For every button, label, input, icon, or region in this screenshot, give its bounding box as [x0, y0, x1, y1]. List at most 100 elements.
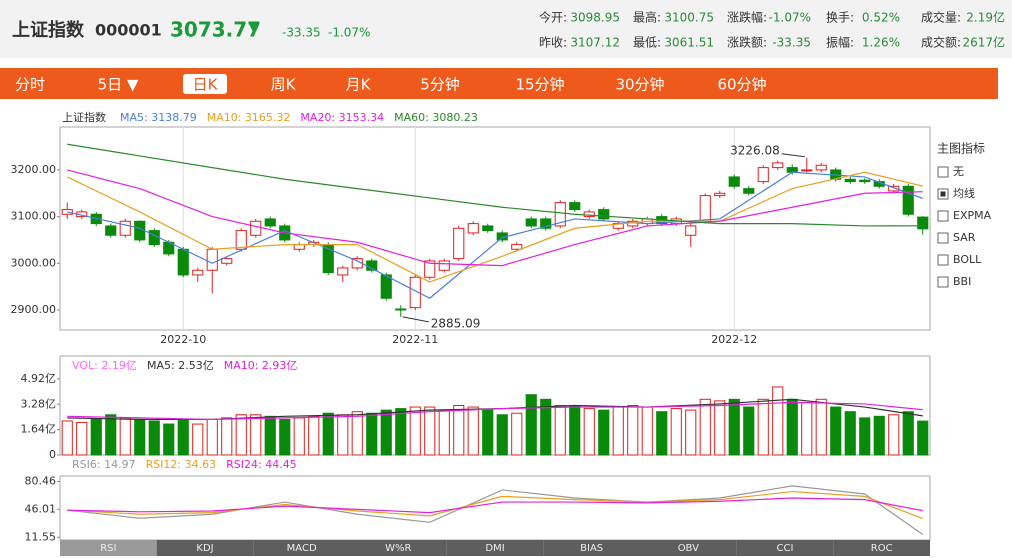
indicator-option[interactable]: BOLL	[953, 253, 982, 266]
stat-label: 成交量:	[921, 10, 961, 25]
ma-line	[67, 485, 924, 535]
legend-entry: MA10: 2.93亿	[224, 359, 298, 372]
indicator-option[interactable]: 均线	[953, 186, 975, 200]
stat-value: -1.07%	[769, 11, 811, 25]
candle-body	[424, 260, 436, 278]
bottom-tab-bg[interactable]	[446, 540, 544, 556]
candle-body	[467, 223, 479, 234]
volume-bar	[743, 406, 755, 456]
checkbox[interactable]	[937, 232, 949, 244]
indicator-option[interactable]: SAR	[953, 231, 976, 244]
volume-bar	[76, 422, 88, 456]
volume-bar	[409, 406, 421, 456]
ma-line	[67, 171, 923, 299]
tab[interactable]: 15分钟	[515, 76, 564, 94]
candle-body	[583, 211, 595, 218]
volume-bar	[279, 418, 291, 456]
legend-title: 上证指数	[62, 110, 106, 124]
rsi-panel	[59, 475, 931, 541]
tab[interactable]: 5日 ▼	[98, 76, 139, 94]
candle-body	[598, 209, 610, 220]
stat-label: 最低:	[633, 36, 661, 50]
volume-bar	[177, 418, 189, 456]
volume-bar	[757, 398, 769, 456]
tab[interactable]: 月K	[346, 76, 372, 94]
candle-body	[699, 195, 711, 222]
candle-body	[743, 188, 755, 194]
stat-value: 3061.51	[664, 36, 714, 50]
bottom-tab[interactable]: OBV	[678, 543, 699, 554]
legend-entry: RSI24: 44.45	[226, 458, 297, 471]
bottom-tab[interactable]: MACD	[287, 543, 317, 554]
stat-value: 3098.95	[570, 11, 620, 25]
indicator-title: 主图指标	[937, 141, 985, 156]
tab-active-bg	[183, 74, 227, 94]
y-tick-label: 3.28亿	[21, 397, 57, 410]
bottom-tab[interactable]: RSI	[100, 543, 116, 554]
volume-bar	[395, 408, 407, 456]
bottom-tab[interactable]: DMI	[485, 543, 504, 554]
indicator-option[interactable]: EXPMA	[953, 209, 992, 222]
volume-bar	[569, 405, 581, 456]
y-tick-label: 3000.00	[11, 256, 57, 269]
bottom-tab[interactable]: KDJ	[196, 543, 213, 554]
checkbox[interactable]	[937, 166, 949, 178]
bottom-tab-bg[interactable]	[736, 540, 834, 556]
bottom-tab-bg[interactable]	[543, 540, 640, 556]
candle-body	[482, 225, 494, 232]
volume-bar	[859, 417, 871, 456]
candle-body	[380, 274, 392, 299]
legend-title: VOL: 2.19亿	[72, 359, 137, 372]
checkbox[interactable]	[937, 254, 949, 266]
bottom-tab-bg[interactable]	[156, 540, 254, 556]
checkbox[interactable]	[937, 210, 949, 222]
annotation: 2885.09	[431, 316, 481, 330]
ma-line	[66, 171, 923, 283]
indicator-option[interactable]: 无	[953, 165, 964, 178]
volume-bar	[627, 405, 639, 456]
volume-bar	[105, 414, 117, 456]
tab-bar	[0, 68, 998, 99]
y-tick-label: 46.01	[25, 502, 57, 515]
volume-bar	[772, 386, 784, 456]
candle-body	[554, 202, 566, 227]
tab[interactable]: 周K	[271, 76, 297, 94]
main-panel	[59, 126, 931, 331]
tab[interactable]: 分时	[15, 76, 45, 94]
bottom-tab-bg[interactable]	[253, 540, 350, 556]
candle-body	[902, 185, 914, 215]
bottom-tab-bg[interactable]	[640, 540, 737, 556]
stat-value: 2.19亿	[966, 10, 1005, 25]
ma-line	[67, 497, 923, 514]
volume-bar	[119, 417, 131, 456]
volume-bar	[786, 398, 798, 456]
indicator-option[interactable]: BBI	[953, 275, 971, 288]
tab[interactable]: 60分钟	[717, 76, 766, 94]
bottom-tab[interactable]: W%R	[385, 543, 411, 554]
tab[interactable]: 日K	[193, 76, 219, 94]
bottom-tab[interactable]: CCI	[777, 543, 794, 554]
volume-bar	[830, 406, 842, 456]
bottom-tab-bg[interactable]	[833, 540, 930, 556]
candle-body	[395, 308, 407, 311]
volume-bar	[192, 423, 204, 456]
volume-bar	[380, 409, 392, 456]
candle-body	[685, 225, 697, 236]
tab[interactable]: 5分钟	[420, 76, 460, 94]
ma-line	[67, 401, 923, 421]
bottom-tab[interactable]: BIAS	[580, 543, 603, 554]
volume-bar	[801, 401, 813, 456]
ma-line	[67, 169, 923, 267]
tab[interactable]: 30分钟	[615, 76, 664, 94]
bottom-tab-bg[interactable]	[60, 540, 157, 556]
volume-bar	[714, 400, 726, 456]
index-code: 000001	[95, 21, 162, 40]
volume-bar	[612, 406, 624, 456]
volume-bar	[699, 398, 711, 456]
bottom-tab-bg[interactable]	[350, 540, 447, 556]
bottom-tab[interactable]: ROC	[871, 543, 893, 554]
volume-bar	[467, 406, 479, 456]
checkbox[interactable]	[937, 276, 949, 288]
candle-body	[844, 178, 856, 183]
